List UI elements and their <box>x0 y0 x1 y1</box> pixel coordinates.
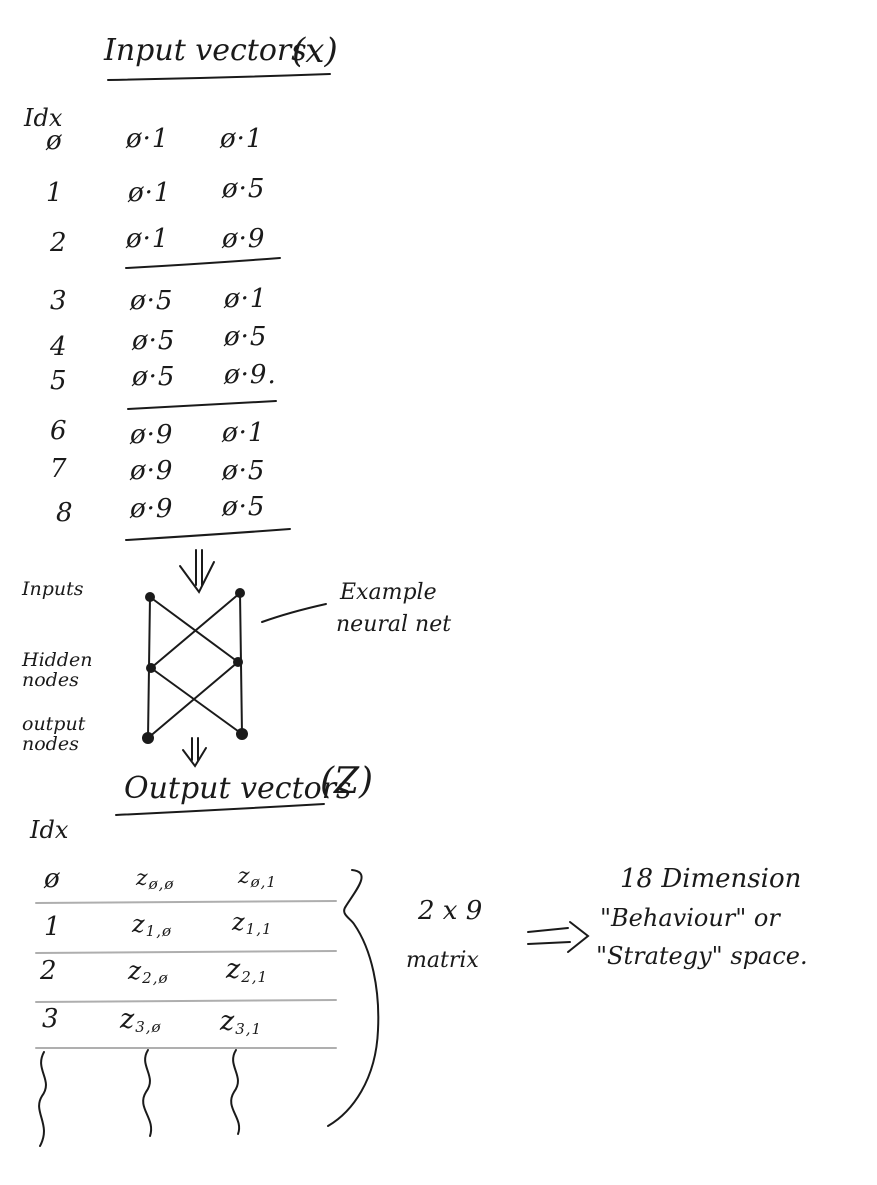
input-group-separator-1 <box>125 257 281 269</box>
input-idx-header: Idx <box>24 104 63 132</box>
output-row-a: zø,ø <box>136 866 175 893</box>
down-arrow-icon-2 <box>182 737 207 768</box>
hidden-layer-label: Hidden nodes <box>22 649 93 691</box>
input-row-a: ø·9 <box>130 494 174 524</box>
input-row-b: ø·1 <box>222 418 266 448</box>
output-section-title: Output vectors <box>124 771 352 806</box>
inputs-layer-label: Inputs <box>22 578 84 600</box>
network-annotation-line1: Example <box>340 580 437 605</box>
input-row-a: ø·1 <box>128 178 172 208</box>
input-row-idx: 2 <box>50 228 67 258</box>
input-row-b: ø·9 <box>222 224 266 254</box>
output-idx-header: Idx <box>30 816 69 844</box>
input-row-idx: 7 <box>50 454 67 484</box>
implies-arrow-icon <box>527 921 590 953</box>
space-note-line2: "Behaviour" or <box>600 904 780 932</box>
input-row-idx: 6 <box>50 416 67 446</box>
output-row-idx: ø <box>44 864 60 894</box>
output-row-b: z1,1 <box>232 908 273 938</box>
input-section-symbol: (x) <box>292 31 338 71</box>
input-row-a: ø·5 <box>130 286 174 316</box>
input-row-b: ø·1 <box>220 124 264 154</box>
input-row-a: ø·5 <box>132 362 176 392</box>
output-row-idx: 3 <box>42 1004 59 1034</box>
down-arrow-icon <box>179 549 215 594</box>
input-row-b: ø·5 <box>224 322 268 352</box>
input-row-idx: 4 <box>50 332 67 362</box>
output-row-idx: 2 <box>40 956 57 986</box>
output-row-b: z2,1 <box>226 954 269 986</box>
continuation-squiggle-idx <box>38 1051 47 1147</box>
input-row-b: ø·1 <box>224 284 268 314</box>
big-brace <box>327 869 380 1127</box>
output-layer-label: output nodes <box>22 713 86 755</box>
input-group-separator-3 <box>125 528 291 541</box>
output-row-a: z3,ø <box>120 1004 162 1036</box>
output-section-symbol: (Z) <box>320 761 374 802</box>
network-annotation-line2: neural net <box>336 612 452 637</box>
input-row-a: ø·1 <box>126 124 170 154</box>
output-row-b: zø,1 <box>238 864 277 891</box>
space-note-line1: 18 Dimension <box>620 864 802 894</box>
output-row-idx: 1 <box>44 912 61 942</box>
input-section-title: Input vectors <box>104 33 307 68</box>
input-row-b: ø·5 <box>222 456 266 486</box>
annotation-leader-line <box>261 603 327 623</box>
output-row-a: z1,ø <box>132 910 172 940</box>
input-group-separator-2 <box>127 400 277 410</box>
input-row-a: ø·9 <box>130 456 174 486</box>
output-row-b: z3,1 <box>220 1006 263 1038</box>
input-row-idx: 1 <box>46 178 63 208</box>
input-row-a: ø·5 <box>132 326 176 356</box>
output-row-separators <box>35 900 337 1049</box>
output-title-underline <box>115 803 325 816</box>
network-nodes <box>142 588 248 744</box>
input-row-idx: ø <box>46 126 62 156</box>
input-row-idx: 5 <box>50 366 67 396</box>
input-row-a: ø·9 <box>130 420 174 450</box>
input-row-b: ø·5 <box>222 174 266 204</box>
input-row-b: ø·9. <box>224 360 277 390</box>
continuation-squiggle-col1 <box>142 1049 153 1137</box>
input-row-idx: 8 <box>56 498 73 528</box>
matrix-word-label: matrix <box>406 948 479 973</box>
input-row-b: ø·5 <box>222 492 266 522</box>
neural-net-diagram <box>147 592 243 739</box>
input-row-a: ø·1 <box>126 224 170 254</box>
matrix-size-label: 2 x 9 <box>418 896 483 926</box>
input-row-idx: 3 <box>50 286 67 316</box>
space-note-line3: "Strategy" space. <box>596 942 808 970</box>
continuation-squiggle-col2 <box>230 1049 241 1135</box>
output-row-a: z2,ø <box>128 956 169 987</box>
input-title-underline <box>107 73 331 81</box>
